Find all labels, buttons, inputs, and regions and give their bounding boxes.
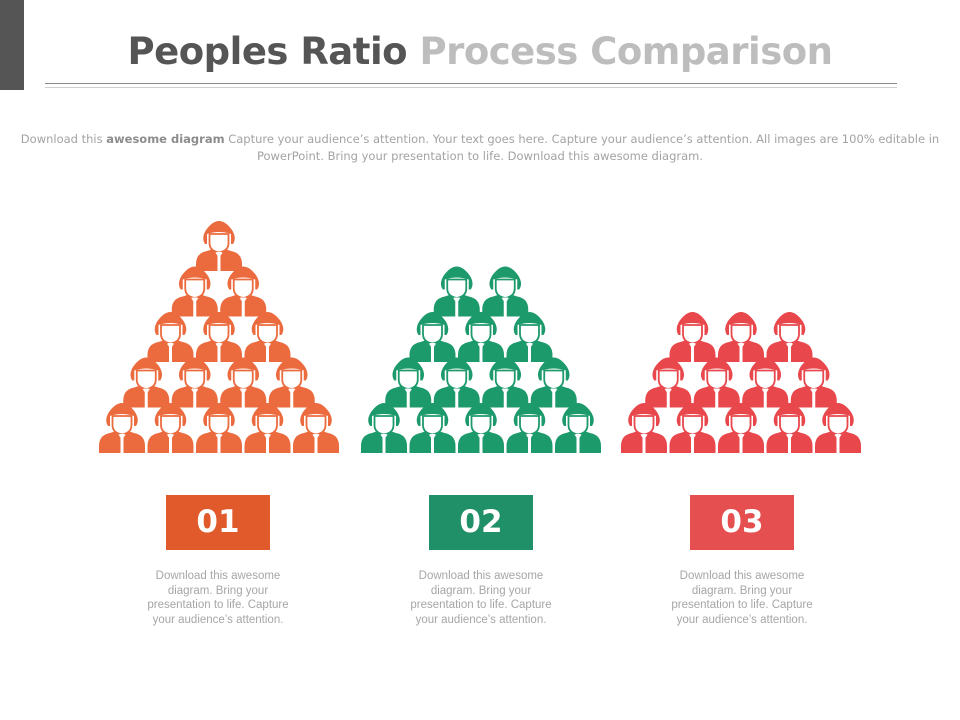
person-icon <box>408 311 457 363</box>
person-icon <box>481 265 530 318</box>
step-description-02: Download this awesome diagram. Bring you… <box>410 570 552 626</box>
step-number-box-03: 03 <box>690 495 794 550</box>
person-icon <box>644 356 693 409</box>
step-description-01: Download this awesome diagram. Bring you… <box>147 570 289 626</box>
person-icon <box>457 311 505 363</box>
person-icon <box>692 356 741 409</box>
person-icon <box>219 356 268 409</box>
person-icon <box>170 265 219 318</box>
person-icon <box>505 311 554 363</box>
intro-bold: awesome diagram <box>106 132 225 146</box>
person-icon <box>292 402 340 454</box>
step-number-02: 02 <box>459 504 503 540</box>
person-icon <box>432 356 481 409</box>
person-icon <box>505 402 554 454</box>
person-icon <box>170 356 219 409</box>
person-icon <box>789 356 838 409</box>
person-icon <box>195 311 243 363</box>
intro-text: Download this awesome diagram Capture yo… <box>20 131 940 165</box>
title-part-light: Process Comparison <box>419 30 833 73</box>
person-icon <box>481 356 530 409</box>
title-part-dark: Peoples Ratio <box>127 30 408 73</box>
intro-lead: Download this <box>20 132 107 146</box>
person-icon <box>384 356 433 409</box>
step-number-box-02: 02 <box>429 495 533 550</box>
person-icon <box>243 402 292 454</box>
person-icon <box>620 402 668 454</box>
person-icon <box>146 402 195 454</box>
person-icon <box>457 402 505 454</box>
title-underline <box>45 83 897 88</box>
step-number-box-01: 01 <box>166 495 270 550</box>
person-icon <box>717 402 765 454</box>
person-icon <box>267 356 316 409</box>
intro-rest: Capture your audience’s attention. Your … <box>224 132 940 163</box>
person-icon <box>98 402 146 454</box>
person-icon <box>146 311 195 363</box>
person-icon <box>408 402 457 454</box>
step-number-01: 01 <box>196 504 240 540</box>
person-icon <box>432 265 481 318</box>
person-icon <box>814 402 862 454</box>
person-icon <box>668 402 717 454</box>
person-icon <box>122 356 171 409</box>
step-description-03: Download this awesome diagram. Bring you… <box>671 570 813 626</box>
person-icon <box>765 402 814 454</box>
person-icon <box>243 311 292 363</box>
person-icon <box>529 356 578 409</box>
step-number-03: 03 <box>720 504 764 540</box>
person-icon <box>717 311 765 363</box>
person-icon <box>554 402 602 454</box>
person-icon <box>195 220 243 272</box>
corner-accent-bar <box>0 0 24 90</box>
person-icon <box>668 311 717 363</box>
person-icon <box>360 402 408 454</box>
person-icon <box>195 402 243 454</box>
person-icon <box>765 311 814 363</box>
person-icon <box>219 265 268 318</box>
person-icon <box>741 356 790 409</box>
page-title: Peoples Ratio Process Comparison <box>0 30 960 73</box>
